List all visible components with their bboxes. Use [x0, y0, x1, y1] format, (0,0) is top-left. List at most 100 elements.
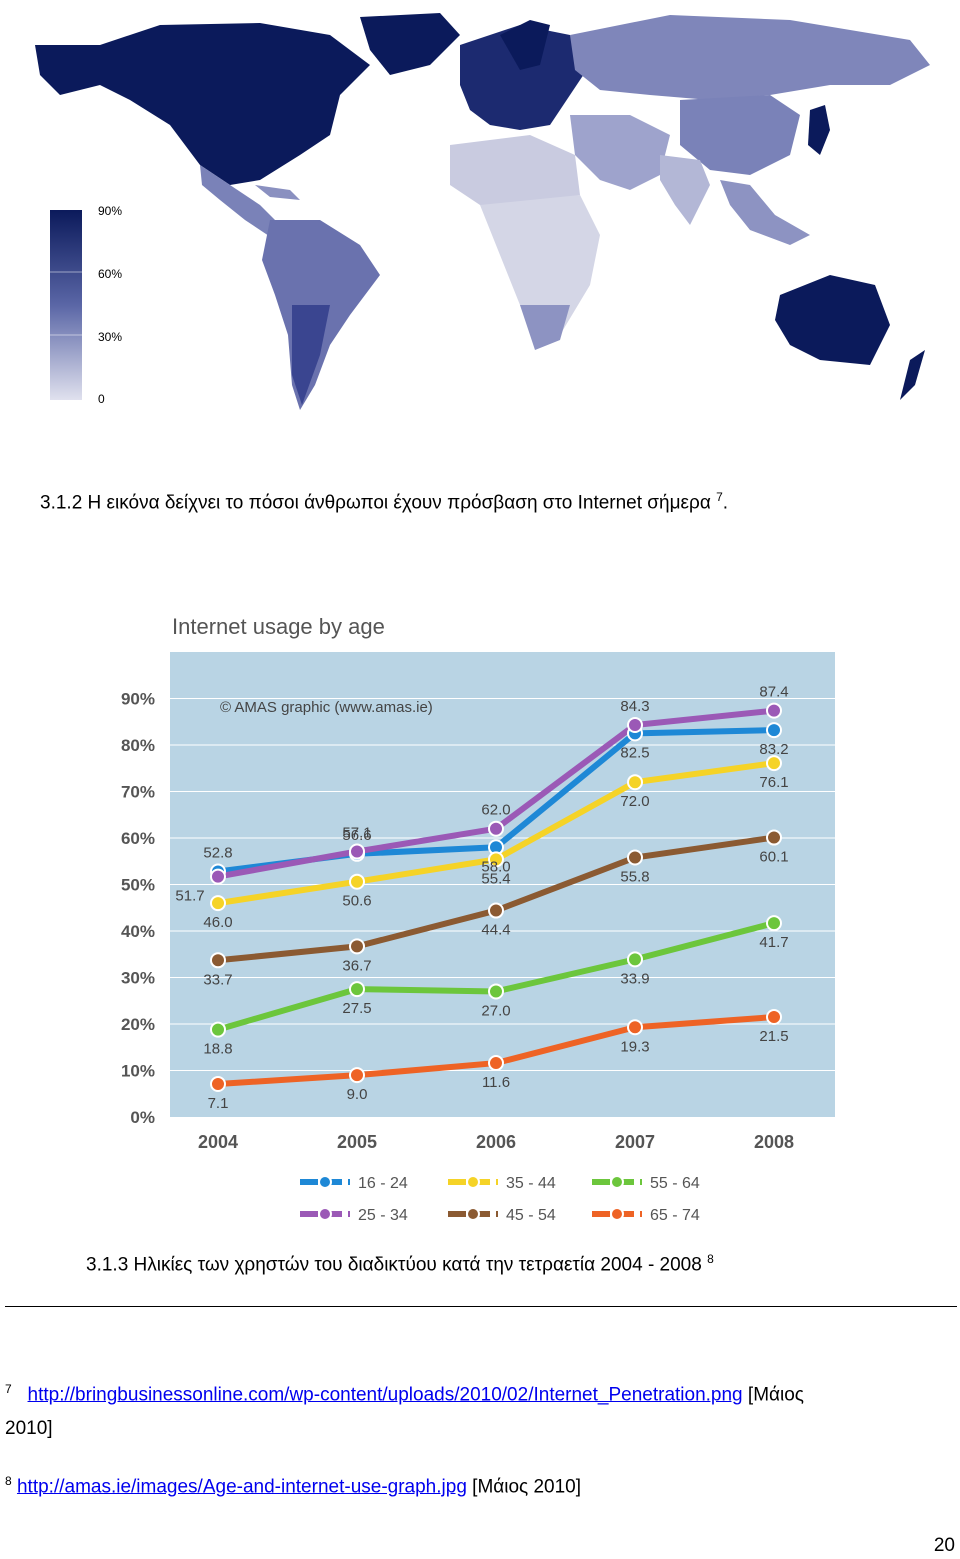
x-tick-label: 2007 [615, 1132, 655, 1152]
scandinavia-region [500, 20, 550, 70]
internet-usage-chart: Internet usage by age 0% 10% 20% 30% 40% 50% 6… [121, 614, 835, 1224]
footnote-7-continued: 2010] [5, 1418, 53, 1440]
figure-caption-chart: 3.1.3 Ηλικίες των χρηστών του διαδικτύου… [86, 1252, 714, 1276]
data-label: 33.9 [620, 970, 649, 987]
data-label-layer: 52.8 56.6 58.0 82.5 83.2 51.7 57.1 62.0 84.3 87.4… [175, 684, 788, 1112]
x-tick-label: 2005 [337, 1132, 377, 1152]
y-tick-label: 80% [121, 736, 155, 755]
grid-layer [170, 698, 835, 1071]
data-point [766, 755, 782, 772]
data-label: 72.0 [620, 793, 649, 810]
y-tick-label: 60% [121, 829, 155, 848]
data-point [488, 1055, 504, 1072]
data-point [488, 902, 504, 919]
map-legend-bar [50, 210, 82, 400]
europe-region [460, 25, 590, 130]
legend-label: 55 - 64 [650, 1175, 700, 1192]
y-tick-label: 20% [121, 1015, 155, 1034]
new-zealand-region [900, 350, 925, 400]
y-tick-label: 0% [130, 1108, 155, 1127]
data-label: 46.0 [203, 914, 232, 931]
data-label: 11.6 [482, 1074, 510, 1091]
map-legend-label: 90% [98, 204, 122, 218]
data-label: 19.3 [620, 1038, 649, 1055]
data-point [349, 981, 365, 998]
data-label: 50.6 [342, 893, 371, 910]
caption-text: 3.1.3 Ηλικίες των χρηστών του διαδικτύου… [86, 1254, 702, 1276]
data-point [349, 873, 365, 890]
y-tick-label: 70% [121, 783, 155, 802]
world-map-figure: 90% 60% 30% 0 [35, 13, 930, 410]
series-layer [210, 702, 782, 1092]
x-tick-label: 2008 [754, 1132, 794, 1152]
data-label: 55.8 [620, 869, 649, 886]
data-label: 87.4 [759, 684, 788, 701]
southeast-asia-region [720, 180, 810, 245]
data-point [210, 868, 226, 885]
china-region [680, 95, 800, 175]
data-point [349, 938, 365, 955]
caption-tail: . [722, 492, 729, 514]
figure-caption-map: 3.1.2 Η εικόνα δείχνει το πόσοι άνθρωποι… [40, 490, 728, 514]
footnote-mark: 7 [5, 1382, 12, 1396]
legend-label: 65 - 74 [650, 1207, 700, 1224]
map-legend-label: 60% [98, 267, 122, 281]
legend-marker [610, 1175, 624, 1189]
map-legend-label: 0 [98, 392, 105, 406]
data-point [627, 1019, 643, 1036]
footnote-7-link[interactable]: http://bringbusinessonline.com/wp-conten… [27, 1384, 743, 1406]
map-legend: 90% 60% 30% 0 [50, 204, 122, 406]
data-point [766, 702, 782, 719]
japan-region [808, 105, 830, 155]
data-label: 33.7 [203, 971, 232, 988]
data-label: 55.4 [481, 870, 510, 887]
x-tick-label: 2004 [198, 1132, 238, 1152]
x-tick-labels: 2004 2005 2006 2007 2008 [198, 1132, 794, 1152]
x-tick-label: 2006 [476, 1132, 516, 1152]
data-label: 62.0 [481, 802, 510, 819]
caribbean-region [255, 185, 300, 200]
footnote-7: 7 http://bringbusinessonline.com/wp-cont… [5, 1382, 804, 1406]
data-label: 41.7 [759, 934, 788, 951]
data-point [627, 849, 643, 866]
data-point [210, 1075, 226, 1092]
data-label: 57.1 [342, 824, 371, 841]
data-point [766, 722, 782, 739]
australia-region [775, 275, 890, 365]
legend-marker [318, 1175, 332, 1189]
y-tick-label: 40% [121, 922, 155, 941]
footnote-mark: 8 [5, 1474, 12, 1488]
legend-marker [466, 1175, 480, 1189]
legend-marker [466, 1207, 480, 1221]
data-point [488, 983, 504, 1000]
middle-east-region [570, 115, 670, 190]
legend-label: 45 - 54 [506, 1207, 556, 1224]
footnote-ref: 8 [707, 1252, 714, 1266]
india-region [660, 155, 710, 225]
data-label: 60.1 [759, 849, 788, 866]
footnote-date: [Μάιος [742, 1384, 804, 1406]
central-america-region [200, 165, 285, 240]
sub-saharan-africa-region [480, 195, 600, 345]
data-point [349, 1067, 365, 1084]
data-label: 27.5 [342, 1000, 371, 1017]
data-point [210, 895, 226, 912]
y-tick-label: 10% [121, 1062, 155, 1081]
data-label: 76.1 [759, 774, 788, 791]
data-label: 82.5 [620, 744, 649, 761]
data-point [766, 829, 782, 846]
data-label: 84.3 [620, 698, 649, 715]
footnote-8-link[interactable]: http://amas.ie/images/Age-and-internet-u… [16, 1476, 467, 1498]
footnote-date: [Μάιος 2010] [466, 1476, 582, 1498]
data-point [488, 851, 504, 868]
data-point [766, 1009, 782, 1026]
north-america-region [100, 23, 370, 185]
data-label: 58.0 [481, 858, 510, 875]
data-label: 83.2 [759, 741, 788, 758]
data-label: 27.0 [481, 1002, 510, 1019]
data-point [627, 774, 643, 791]
russia-region [570, 15, 930, 100]
north-africa-region [450, 135, 580, 205]
data-label: 56.6 [342, 827, 371, 844]
legend-label: 35 - 44 [506, 1175, 556, 1192]
